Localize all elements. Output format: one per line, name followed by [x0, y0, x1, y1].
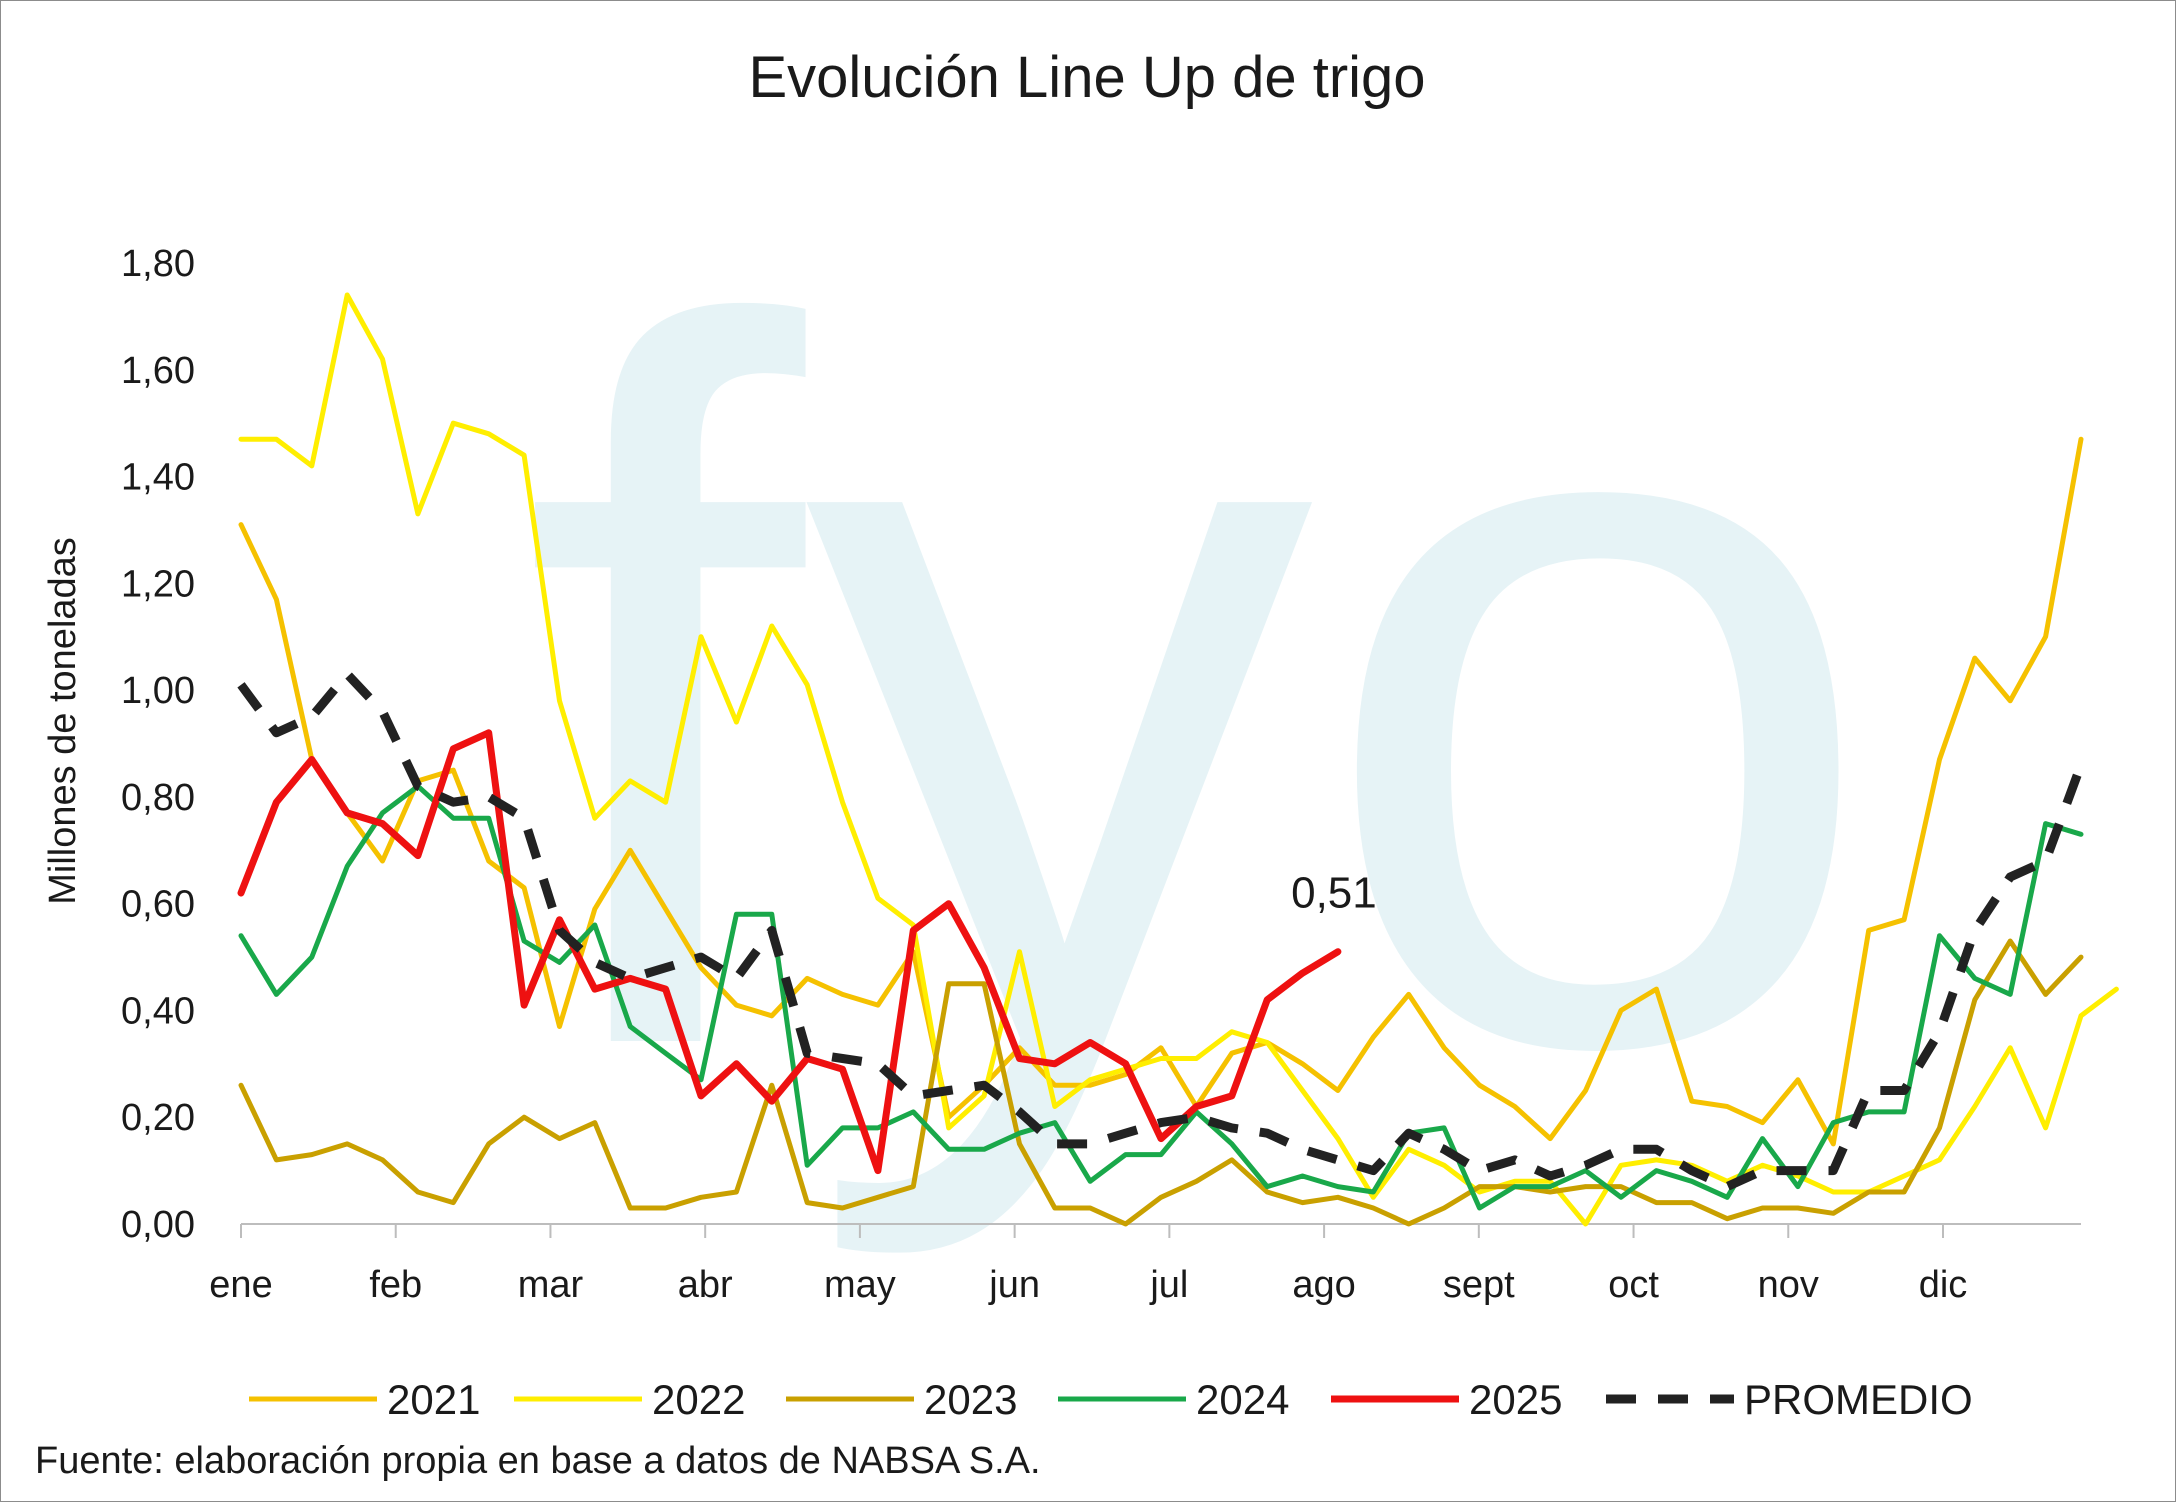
- series-line-promedio: [237, 669, 2086, 1192]
- x-tick-label: sept: [1443, 1264, 1515, 1306]
- legend-label-2024: 2024: [1196, 1376, 1289, 1423]
- legend-label-2021: 2021: [387, 1376, 480, 1423]
- series-line-2021: [238, 436, 2084, 1147]
- x-tick-label: jun: [988, 1264, 1040, 1306]
- source-note: Fuente: elaboración propia en base a dat…: [35, 1440, 1041, 1482]
- legend: 2021 2022 2023 2024 2025 PROMEDIO: [249, 1376, 1973, 1423]
- legend-label-2023: 2023: [924, 1376, 1017, 1423]
- series-lines: [237, 292, 2119, 1227]
- y-tick-label: 1,00: [121, 670, 195, 712]
- y-tick-label: 1,60: [121, 350, 195, 392]
- y-axis-label: Millones de toneladas: [42, 537, 84, 905]
- x-tick-label: dic: [1919, 1264, 1968, 1306]
- y-tick-label: 1,20: [121, 563, 195, 605]
- x-tick-label: ago: [1292, 1264, 1355, 1306]
- series-line-2023: [238, 938, 2084, 1227]
- x-tick-label: ene: [209, 1264, 272, 1306]
- x-tick-label: nov: [1758, 1264, 1819, 1306]
- y-tick-label: 0,00: [121, 1204, 195, 1246]
- x-tick-label: may: [824, 1264, 896, 1306]
- series-line-2025: [237, 729, 1342, 1175]
- legend-label-promedio: PROMEDIO: [1744, 1376, 1973, 1423]
- x-tick-label: oct: [1608, 1264, 1659, 1306]
- x-tick-label: mar: [518, 1264, 584, 1306]
- y-tick-label: 0,80: [121, 777, 195, 819]
- y-tick-label: 0,40: [121, 990, 195, 1032]
- y-tick-label: 1,80: [121, 243, 195, 285]
- x-tick-label: abr: [678, 1264, 733, 1306]
- x-tick-label: feb: [369, 1264, 422, 1306]
- last-value-label: 0,51: [1291, 869, 1377, 918]
- y-tick-label: 0,20: [121, 1097, 195, 1139]
- x-axis: ene feb mar abr may jun jul ago sept oct nov dic: [209, 1223, 2081, 1306]
- y-tick-label: 1,40: [121, 457, 195, 499]
- x-tick-label: jul: [1149, 1264, 1188, 1306]
- y-tick-label: 0,60: [121, 884, 195, 926]
- chart-title: Evolución Line Up de trigo: [748, 45, 1425, 110]
- annotations: 0,51: [1291, 869, 1377, 918]
- legend-label-2025: 2025: [1469, 1376, 1562, 1423]
- legend-label-2022: 2022: [652, 1376, 745, 1423]
- y-axis-ticks: 0,00 0,20 0,40 0,60 0,80 1,00 1,20 1,40 1,60 1,80: [121, 243, 195, 1246]
